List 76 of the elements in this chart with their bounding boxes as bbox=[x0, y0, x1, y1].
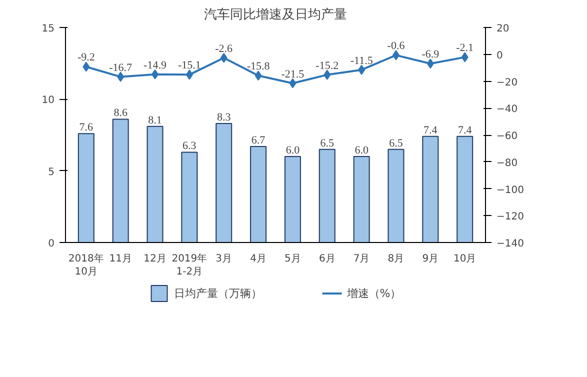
x-tick-label: 9月 bbox=[422, 254, 439, 264]
bar bbox=[284, 156, 301, 242]
point bbox=[117, 72, 124, 82]
data-label: -21.5 bbox=[281, 68, 305, 80]
data-label: -0.6 bbox=[387, 40, 406, 52]
point bbox=[461, 52, 468, 62]
point bbox=[392, 50, 400, 60]
data-label: 7.4 bbox=[424, 124, 438, 136]
data-label: 7.4 bbox=[458, 124, 472, 136]
bar bbox=[250, 146, 267, 242]
x-tick-label: 6月 bbox=[318, 254, 336, 264]
data-label: -15.1 bbox=[178, 60, 201, 72]
data-label: 8.1 bbox=[148, 114, 162, 126]
legend-label: 日均产量（万辆） bbox=[174, 286, 262, 300]
bar bbox=[216, 123, 232, 242]
x-tick-label: 12月 bbox=[144, 254, 166, 264]
point bbox=[254, 70, 262, 81]
x-tick-label: 5月 bbox=[284, 254, 301, 264]
x-tick-label: 2018年 10月 bbox=[68, 252, 104, 278]
data-label: -16.7 bbox=[109, 62, 133, 74]
y-tick-label: 15 bbox=[42, 24, 55, 34]
y-tick-label: 0 bbox=[48, 238, 55, 250]
data-label: -6.9 bbox=[422, 48, 440, 61]
y2-tick-label: −80 bbox=[496, 158, 518, 169]
y2-tick-label: 0 bbox=[496, 50, 503, 62]
bar bbox=[78, 133, 94, 242]
point bbox=[426, 58, 434, 69]
point bbox=[82, 62, 90, 72]
x-tick-label: 11月 bbox=[109, 254, 132, 264]
data-label: -15.2 bbox=[316, 60, 339, 72]
data-label: -14.9 bbox=[144, 59, 167, 72]
data-label: -15.8 bbox=[246, 60, 270, 73]
data-label: -11.5 bbox=[350, 54, 374, 67]
y-tick-label: 10 bbox=[42, 95, 55, 106]
point bbox=[186, 70, 193, 80]
point bbox=[220, 52, 228, 63]
bar bbox=[422, 136, 439, 242]
point bbox=[289, 78, 296, 88]
data-label: 8.3 bbox=[216, 112, 232, 124]
data-label: 6.7 bbox=[251, 134, 266, 146]
data-label: -2.1 bbox=[456, 42, 474, 54]
bar bbox=[456, 136, 474, 242]
bar bbox=[353, 156, 370, 242]
legend-label: 增速（%） bbox=[346, 286, 402, 300]
data-label: 8.6 bbox=[114, 107, 128, 120]
data-label: 6.3 bbox=[182, 140, 197, 152]
bar bbox=[318, 148, 336, 242]
y-tick-label: 5 bbox=[48, 166, 55, 178]
point bbox=[324, 70, 331, 80]
point bbox=[358, 64, 366, 75]
y2-tick-label: −120 bbox=[496, 212, 524, 223]
data-label: 7.6 bbox=[79, 122, 94, 134]
y2-tick-label: −60 bbox=[496, 131, 518, 142]
y2-tick-label: −20 bbox=[496, 77, 518, 88]
x-tick-label: 2019年 1-2月 bbox=[172, 252, 208, 278]
bar bbox=[181, 152, 198, 242]
point bbox=[152, 69, 159, 80]
bar bbox=[146, 126, 164, 242]
data-label: -2.6 bbox=[215, 42, 234, 55]
y2-tick-label: −140 bbox=[496, 238, 524, 250]
y2-tick-label: −40 bbox=[496, 104, 518, 116]
data-label: 6.5 bbox=[389, 137, 404, 150]
x-tick-label: 7月 bbox=[353, 254, 370, 264]
bar bbox=[388, 148, 404, 242]
data-label: 6.0 bbox=[286, 144, 300, 156]
x-tick-label: 3月 bbox=[216, 254, 232, 264]
data-label: 6.5 bbox=[320, 137, 335, 150]
x-tick-label: 10月 bbox=[453, 254, 476, 264]
y2-tick-label: 20 bbox=[496, 24, 510, 34]
bar bbox=[112, 118, 129, 242]
x-tick-label: 8月 bbox=[388, 254, 404, 264]
data-label: 6.0 bbox=[354, 144, 369, 156]
x-tick-label: 4月 bbox=[250, 254, 266, 264]
data-label: -9.2 bbox=[77, 52, 95, 64]
y2-tick-label: −100 bbox=[496, 184, 524, 196]
chart-title: 汽车同比增速及日均产量 bbox=[204, 8, 347, 22]
